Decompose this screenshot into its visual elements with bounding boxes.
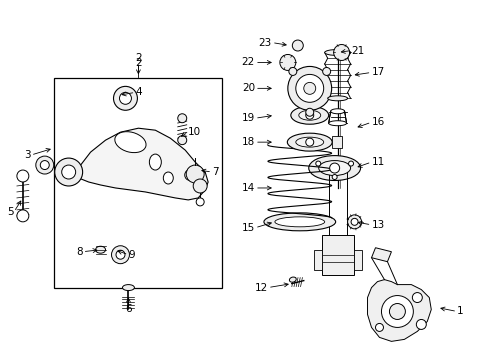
Circle shape <box>416 319 426 329</box>
Ellipse shape <box>275 217 325 227</box>
Circle shape <box>306 138 314 146</box>
Text: 6: 6 <box>125 305 132 315</box>
Circle shape <box>334 45 349 60</box>
Text: 18: 18 <box>242 137 255 147</box>
Text: 7: 7 <box>212 167 219 177</box>
Text: 21: 21 <box>352 45 365 55</box>
Ellipse shape <box>318 161 350 176</box>
Circle shape <box>178 136 187 145</box>
Circle shape <box>293 40 303 51</box>
Circle shape <box>186 165 204 183</box>
Circle shape <box>40 161 49 170</box>
Polygon shape <box>314 250 322 270</box>
Circle shape <box>196 198 204 206</box>
Circle shape <box>323 67 331 76</box>
Polygon shape <box>322 235 354 275</box>
Text: 11: 11 <box>371 157 385 167</box>
Circle shape <box>36 156 54 174</box>
Text: 23: 23 <box>259 37 272 48</box>
Polygon shape <box>368 280 431 341</box>
Polygon shape <box>332 136 342 148</box>
Ellipse shape <box>115 132 146 153</box>
Circle shape <box>55 158 83 186</box>
Ellipse shape <box>325 50 350 55</box>
Circle shape <box>348 161 353 166</box>
Ellipse shape <box>149 154 161 170</box>
Text: 8: 8 <box>76 247 83 257</box>
Circle shape <box>413 293 422 302</box>
Circle shape <box>288 67 332 110</box>
Circle shape <box>114 86 137 110</box>
Circle shape <box>296 75 324 102</box>
Circle shape <box>185 170 196 180</box>
Circle shape <box>316 161 321 166</box>
Text: 13: 13 <box>371 220 385 230</box>
Circle shape <box>330 163 340 173</box>
Ellipse shape <box>96 246 105 253</box>
Polygon shape <box>371 248 392 262</box>
Ellipse shape <box>328 96 347 101</box>
Ellipse shape <box>296 137 324 147</box>
Circle shape <box>332 175 337 180</box>
Ellipse shape <box>264 213 336 231</box>
Text: 15: 15 <box>242 223 255 233</box>
Circle shape <box>178 114 187 123</box>
Circle shape <box>62 165 75 179</box>
Circle shape <box>116 250 125 259</box>
Circle shape <box>304 82 316 94</box>
Polygon shape <box>73 128 208 200</box>
Text: 4: 4 <box>135 87 142 97</box>
Text: 2: 2 <box>135 53 142 63</box>
Circle shape <box>375 323 384 332</box>
Text: 14: 14 <box>242 183 255 193</box>
Circle shape <box>306 111 314 119</box>
Text: 10: 10 <box>188 127 201 137</box>
Circle shape <box>120 92 131 104</box>
Text: 19: 19 <box>242 113 255 123</box>
Ellipse shape <box>290 277 296 282</box>
Text: 5: 5 <box>7 207 14 217</box>
Text: 16: 16 <box>371 117 385 127</box>
Text: 1: 1 <box>457 306 464 316</box>
Circle shape <box>193 179 207 193</box>
Bar <box>54 78 222 288</box>
Circle shape <box>112 246 129 264</box>
Ellipse shape <box>299 110 321 120</box>
Text: 3: 3 <box>24 150 31 160</box>
Ellipse shape <box>163 172 173 184</box>
Circle shape <box>390 303 405 319</box>
Text: 9: 9 <box>128 250 135 260</box>
Text: 22: 22 <box>242 58 255 67</box>
Ellipse shape <box>331 109 344 114</box>
Ellipse shape <box>287 133 332 151</box>
Polygon shape <box>354 250 362 270</box>
Circle shape <box>382 296 414 328</box>
Ellipse shape <box>329 121 346 126</box>
Text: 17: 17 <box>371 67 385 77</box>
Circle shape <box>17 210 29 222</box>
Circle shape <box>289 67 297 76</box>
Text: 2: 2 <box>135 58 142 68</box>
Circle shape <box>351 219 358 225</box>
Circle shape <box>306 108 314 116</box>
Text: 12: 12 <box>255 283 268 293</box>
Ellipse shape <box>309 156 361 180</box>
Circle shape <box>347 215 362 229</box>
Circle shape <box>280 54 296 71</box>
Text: 20: 20 <box>242 84 255 93</box>
Circle shape <box>17 170 29 182</box>
Ellipse shape <box>122 285 134 291</box>
Ellipse shape <box>291 106 329 124</box>
